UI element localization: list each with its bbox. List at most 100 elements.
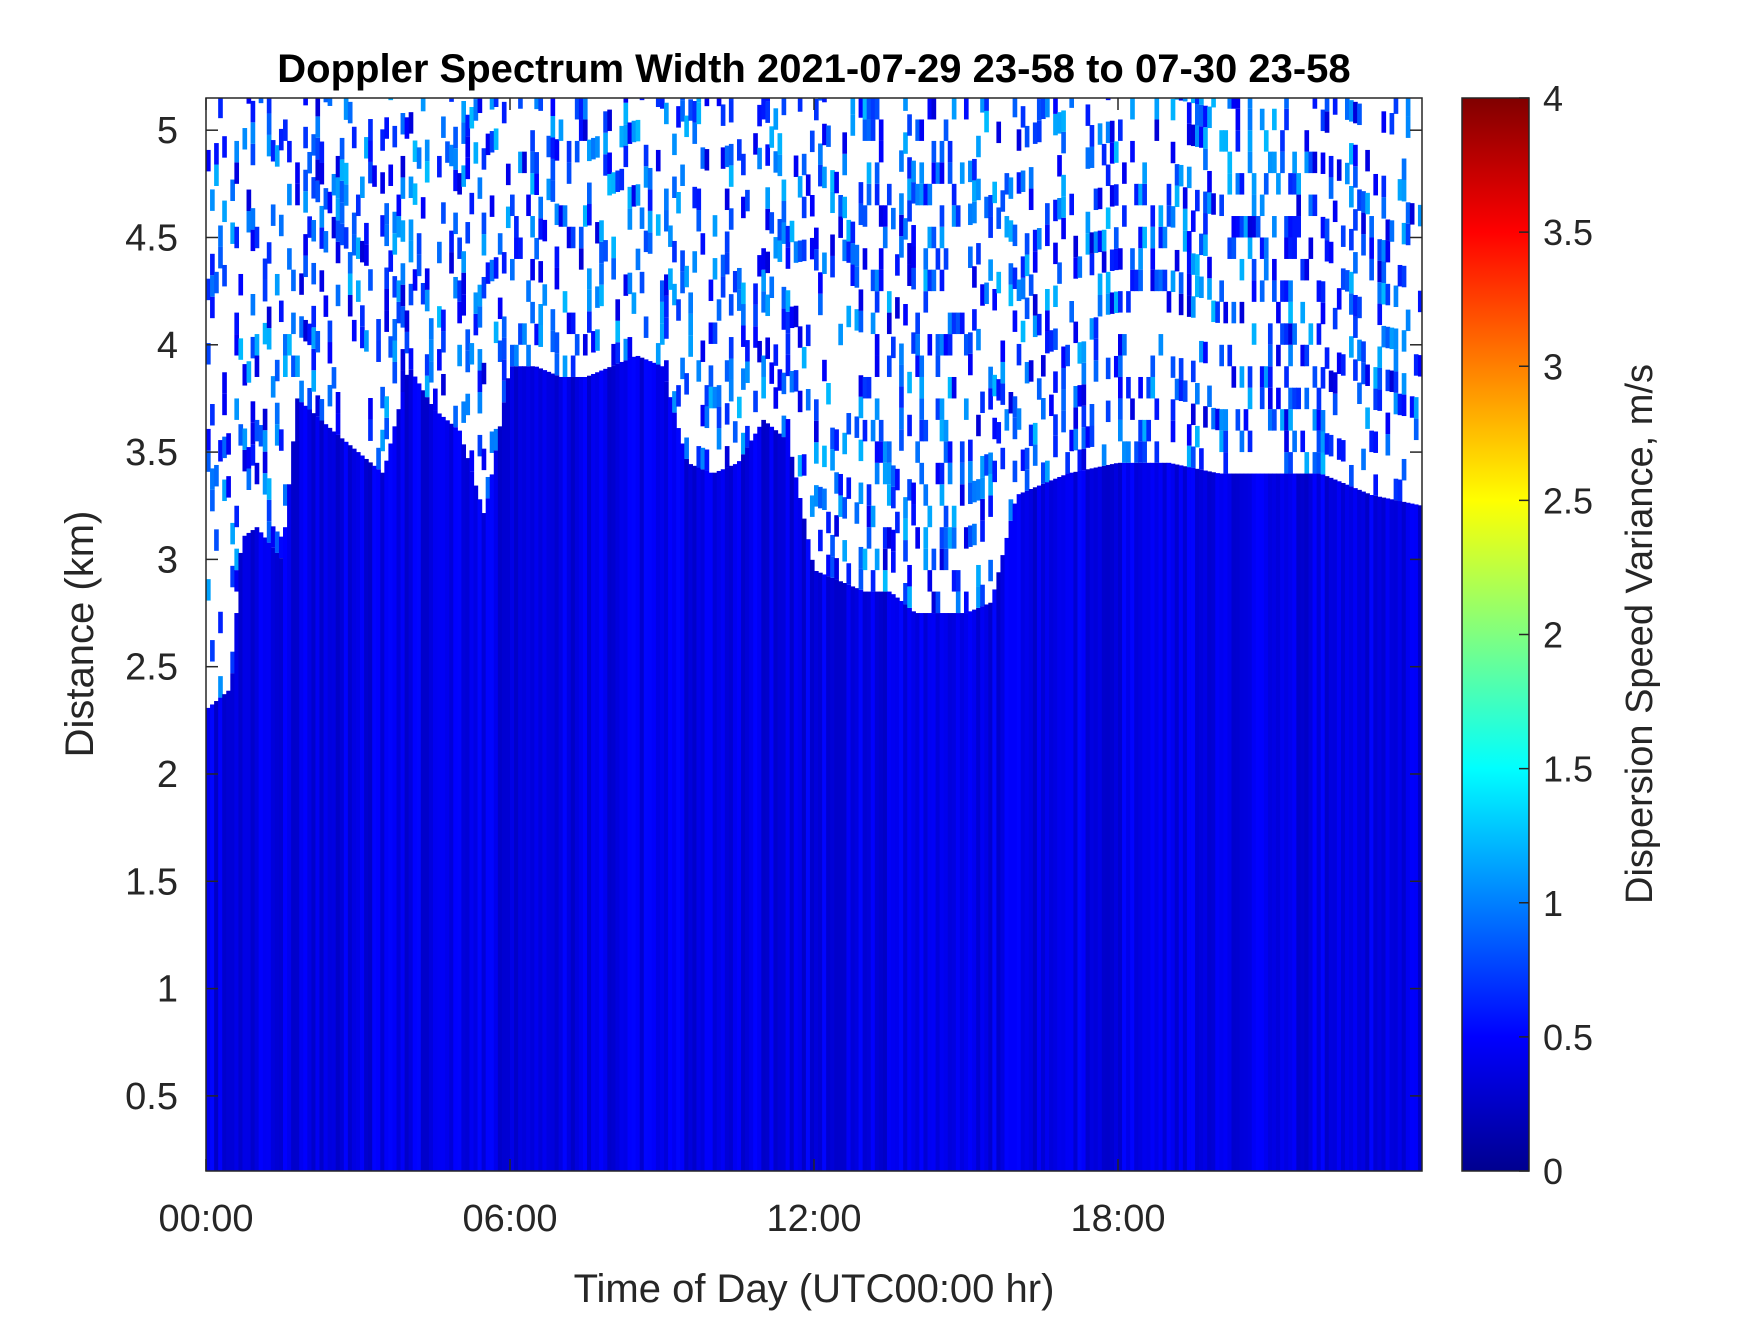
heatmap-cell bbox=[1118, 462, 1123, 1171]
heatmap-cell bbox=[392, 340, 398, 362]
heatmap-cell bbox=[728, 465, 734, 1171]
heatmap-cell bbox=[1008, 220, 1014, 242]
heatmap-cell bbox=[972, 523, 977, 546]
heatmap-cell bbox=[246, 98, 252, 104]
heatmap-cell bbox=[291, 269, 296, 292]
heatmap-cell bbox=[368, 161, 373, 184]
heatmap-cell bbox=[603, 154, 608, 176]
heatmap-cell bbox=[360, 240, 365, 263]
heatmap-cell bbox=[1081, 362, 1087, 385]
heatmap-cell bbox=[899, 214, 904, 237]
heatmap-cell bbox=[1344, 270, 1350, 292]
heatmap-cell bbox=[680, 100, 685, 122]
heatmap-cell bbox=[1012, 396, 1018, 418]
heatmap-cell bbox=[866, 376, 872, 399]
heatmap-cell bbox=[939, 398, 945, 420]
heatmap-cell bbox=[1353, 166, 1358, 188]
heatmap-cell bbox=[1247, 237, 1253, 259]
colorbar-tick-label: 0.5 bbox=[1543, 1017, 1593, 1058]
heatmap-cell bbox=[477, 177, 483, 199]
heatmap-cell bbox=[1417, 355, 1422, 377]
heatmap-cell bbox=[1174, 249, 1180, 272]
heatmap-cell bbox=[1166, 462, 1172, 1171]
heatmap-cell bbox=[647, 361, 653, 1171]
heatmap-cell bbox=[1267, 366, 1273, 388]
heatmap-cell bbox=[927, 183, 933, 206]
heatmap-cell bbox=[554, 332, 560, 354]
heatmap-cell bbox=[262, 279, 268, 302]
heatmap-cell bbox=[923, 248, 929, 270]
heatmap-cell bbox=[680, 164, 685, 186]
heatmap-cell bbox=[408, 369, 414, 1171]
heatmap-cell bbox=[1223, 473, 1229, 1171]
heatmap-cell bbox=[530, 130, 535, 152]
heatmap-cell bbox=[680, 98, 685, 101]
heatmap-cell bbox=[465, 136, 471, 158]
heatmap-cell bbox=[972, 201, 977, 224]
heatmap-cell bbox=[1308, 323, 1314, 345]
heatmap-cell bbox=[441, 373, 446, 396]
heatmap-cell bbox=[1016, 129, 1022, 151]
heatmap-cell bbox=[274, 273, 280, 296]
heatmap-cell bbox=[1081, 448, 1087, 471]
heatmap-cell bbox=[1288, 237, 1293, 259]
heatmap-cell bbox=[923, 613, 929, 1171]
heatmap-cell bbox=[1024, 297, 1030, 320]
heatmap-cell bbox=[1300, 344, 1306, 367]
heatmap-cell bbox=[1105, 121, 1111, 144]
heatmap-cell bbox=[785, 247, 791, 269]
heatmap-cell bbox=[907, 479, 912, 501]
heatmap-cell bbox=[473, 292, 479, 314]
heatmap-cell bbox=[1081, 341, 1087, 363]
heatmap-cell bbox=[1316, 387, 1322, 410]
heatmap-cell bbox=[1085, 104, 1091, 126]
heatmap-cell bbox=[1413, 504, 1419, 1171]
heatmap-cell bbox=[700, 147, 706, 169]
heatmap-cell bbox=[1300, 473, 1306, 1171]
heatmap-cell bbox=[481, 448, 487, 471]
heatmap-cell bbox=[968, 482, 973, 505]
heatmap-cell bbox=[343, 227, 349, 249]
heatmap-cell bbox=[1150, 376, 1156, 399]
heatmap-cell bbox=[343, 162, 349, 185]
heatmap-cell bbox=[599, 370, 604, 1171]
heatmap-cell bbox=[943, 548, 949, 571]
heatmap-cell bbox=[534, 98, 539, 110]
heatmap-cells bbox=[206, 98, 1422, 1171]
heatmap-cell bbox=[870, 269, 876, 292]
heatmap-cell bbox=[996, 121, 1002, 144]
heatmap-cell bbox=[1227, 151, 1233, 174]
heatmap-cell bbox=[1276, 301, 1281, 324]
heatmap-cell bbox=[615, 363, 621, 1171]
heatmap-cell bbox=[1109, 249, 1115, 271]
heatmap-cell bbox=[797, 455, 803, 477]
heatmap-cell bbox=[639, 98, 645, 101]
heatmap-cell bbox=[1215, 408, 1220, 431]
heatmap-cell bbox=[550, 330, 556, 353]
heatmap-cell bbox=[1401, 265, 1407, 288]
heatmap-cell bbox=[911, 504, 916, 526]
heatmap-cell bbox=[1024, 233, 1030, 255]
heatmap-cell bbox=[895, 597, 900, 1171]
heatmap-cell bbox=[676, 428, 681, 1171]
heatmap-cell bbox=[368, 419, 373, 441]
heatmap-cell bbox=[1353, 101, 1358, 124]
heatmap-cell bbox=[392, 361, 398, 384]
heatmap-cell bbox=[384, 267, 389, 289]
heatmap-cell bbox=[1389, 220, 1395, 242]
heatmap-cell bbox=[769, 212, 775, 234]
heatmap-cell bbox=[335, 177, 341, 199]
heatmap-cell bbox=[1004, 216, 1010, 238]
heatmap-cell bbox=[424, 354, 430, 376]
heatmap-cell bbox=[850, 114, 856, 136]
heatmap-cell bbox=[814, 570, 819, 1171]
heatmap-cell bbox=[1170, 463, 1176, 1171]
heatmap-cell bbox=[1118, 334, 1123, 356]
heatmap-cell bbox=[951, 570, 957, 592]
heatmap-cell bbox=[1316, 280, 1322, 302]
heatmap-cell bbox=[623, 102, 629, 125]
heatmap-cell bbox=[566, 376, 572, 1171]
heatmap-cell bbox=[457, 280, 462, 302]
heatmap-cell bbox=[1288, 323, 1293, 345]
heatmap-cell bbox=[1231, 237, 1237, 259]
